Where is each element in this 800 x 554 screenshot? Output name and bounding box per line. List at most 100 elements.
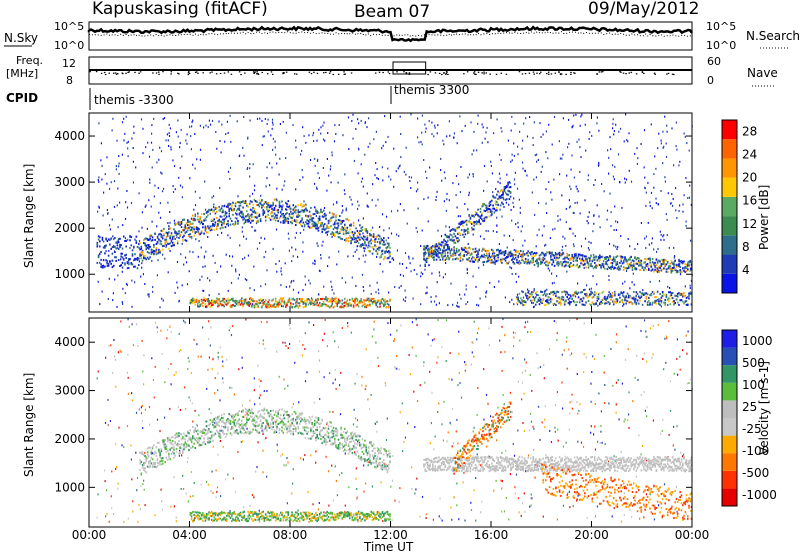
power-cell [568, 263, 571, 266]
power-cell [486, 254, 488, 257]
power-cell [683, 260, 685, 263]
power-cell [349, 224, 351, 227]
power-cell [155, 248, 158, 251]
power-cell [615, 220, 617, 223]
nave-point [540, 71, 542, 73]
power-cell [287, 206, 290, 208]
power-cell [362, 254, 364, 257]
power-cell [527, 254, 529, 257]
power-cell [600, 265, 602, 268]
power-cell [239, 154, 241, 157]
power-cell [111, 218, 113, 221]
power-cell [535, 253, 537, 256]
power-cell [563, 300, 566, 303]
power-cell [517, 145, 519, 148]
power-cell [234, 205, 237, 208]
power-cell [253, 265, 255, 268]
power-cell [267, 301, 269, 304]
power-cell [297, 255, 299, 258]
nave-point [134, 71, 136, 74]
power-cell [266, 215, 268, 218]
power-cell [200, 221, 203, 224]
power-cell [599, 264, 601, 266]
power-cell [551, 198, 553, 201]
power-cell [498, 252, 501, 255]
power-cell [570, 258, 572, 261]
power-cell [185, 227, 188, 230]
power-cell [514, 253, 517, 256]
power-cell [664, 264, 666, 267]
power-cell [306, 298, 308, 301]
power-cell [318, 293, 320, 296]
power-cell [521, 225, 523, 228]
power-cell [357, 231, 360, 234]
velocity-cell [289, 327, 291, 330]
power-cell [445, 209, 447, 212]
power-cell [310, 206, 312, 209]
power-cell [96, 261, 99, 264]
power-cell [311, 217, 313, 220]
power-cell [541, 291, 543, 293]
power-cell [648, 243, 650, 246]
nave-point [329, 71, 332, 73]
power-cell [534, 213, 536, 216]
power-cell [198, 240, 200, 242]
power-cell [170, 234, 173, 237]
power-cell [339, 231, 341, 233]
power-cell [295, 220, 297, 223]
power-cell [478, 249, 480, 252]
power-cell [258, 215, 261, 217]
power-cell [671, 267, 674, 269]
power-cell [575, 185, 577, 188]
power-cell [278, 200, 281, 203]
power-cell [253, 215, 256, 218]
power-cell [583, 289, 585, 291]
power-cell [167, 222, 169, 224]
power-cell [633, 264, 635, 267]
nave-point [434, 72, 437, 74]
power-cell [161, 237, 164, 240]
power-cell [298, 298, 301, 300]
power-cell [347, 219, 350, 222]
power-cell [634, 298, 636, 301]
power-cell [195, 238, 197, 241]
power-cell [392, 257, 394, 260]
velocity-cell [300, 457, 302, 460]
power-cell [160, 233, 163, 236]
power-cell [524, 170, 526, 173]
power-cell [283, 219, 286, 221]
velocity-cell [567, 492, 569, 495]
power-cell [352, 300, 355, 303]
velocity-cell [258, 378, 260, 381]
power-cell [335, 216, 337, 219]
power-cell [514, 122, 516, 125]
power-cell [497, 256, 499, 259]
power-cell [571, 126, 573, 129]
power-cell [127, 155, 129, 158]
velocity-cell [287, 461, 289, 464]
power-cell [426, 244, 429, 247]
power-cell [376, 248, 379, 250]
power-cell [281, 213, 283, 216]
power-cell [465, 221, 468, 224]
power-cell [332, 228, 335, 231]
power-cell [445, 243, 448, 246]
power-cell [584, 259, 586, 262]
power-cell [199, 158, 201, 161]
power-cell [673, 302, 675, 305]
power-cell [653, 301, 655, 304]
power-cell [503, 206, 505, 208]
power-cell [565, 207, 567, 210]
power-cell [371, 252, 374, 255]
power-cell [183, 226, 185, 229]
power-cell [271, 127, 273, 130]
power-cell [435, 253, 438, 256]
power-cell [550, 258, 552, 261]
power-cell [153, 195, 155, 198]
nave-point [489, 73, 491, 75]
power-cell [684, 300, 687, 303]
power-cell [361, 237, 364, 240]
power-cell [328, 300, 331, 303]
power-cell [271, 299, 273, 302]
power-cell [153, 244, 155, 246]
